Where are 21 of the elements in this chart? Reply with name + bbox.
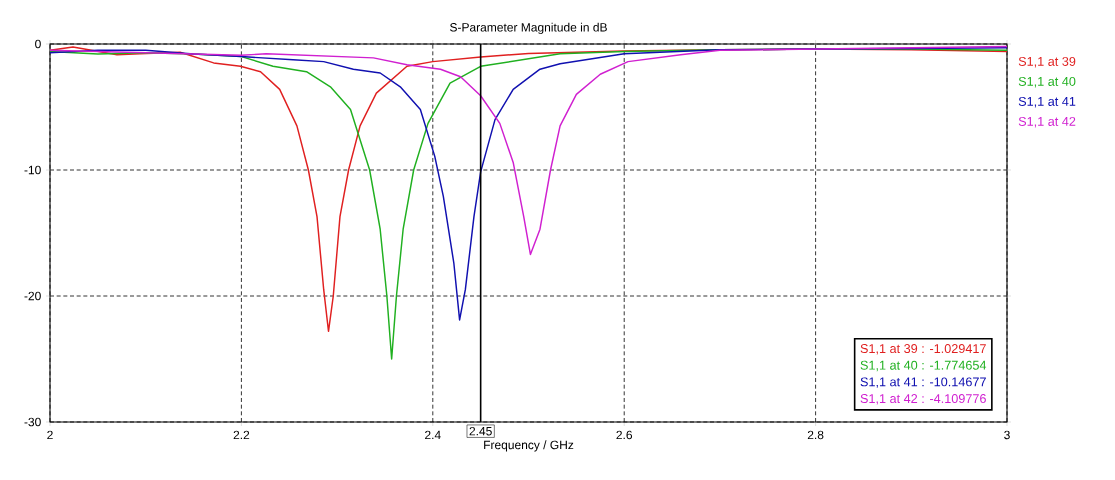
annotation: S1,1 at 40 : -1.774654 — [860, 360, 987, 372]
text: S1,1 at 42 — [1018, 116, 1076, 128]
chart-title: S-Parameter Magnitude in dB — [450, 22, 607, 34]
annotation: S1,1 at 42 : -4.109776 — [860, 394, 986, 405]
y-tick-label: -20 — [24, 291, 41, 301]
x-tick-label: 2 — [47, 430, 53, 440]
annotation: S1,1 at 41 : -10.14677 — [860, 377, 986, 388]
x-axis-title: Frequency / GHz — [484, 440, 574, 452]
text: S1,1 at 41 — [1018, 96, 1076, 108]
text: S1,1 at 40 — [1018, 76, 1076, 88]
annotation: S1,1 at 39 : -1.029417 — [860, 344, 986, 355]
x-tick-label: 2.8 — [807, 430, 824, 440]
x-tick-label: 3 — [1004, 430, 1010, 440]
series-label: S1,1 at 39 — [1018, 56, 1076, 68]
x-tick-label: 2.6 — [616, 430, 633, 440]
y-tick-label: -10 — [24, 165, 41, 175]
x-tick-label: 2.4 — [425, 430, 441, 440]
y-tick-label: 0 — [35, 39, 41, 49]
x-tick-label: 2.2 — [233, 430, 250, 440]
ref-line-label: 2.45 — [469, 426, 492, 436]
y-tick-label: -30 — [24, 417, 41, 427]
